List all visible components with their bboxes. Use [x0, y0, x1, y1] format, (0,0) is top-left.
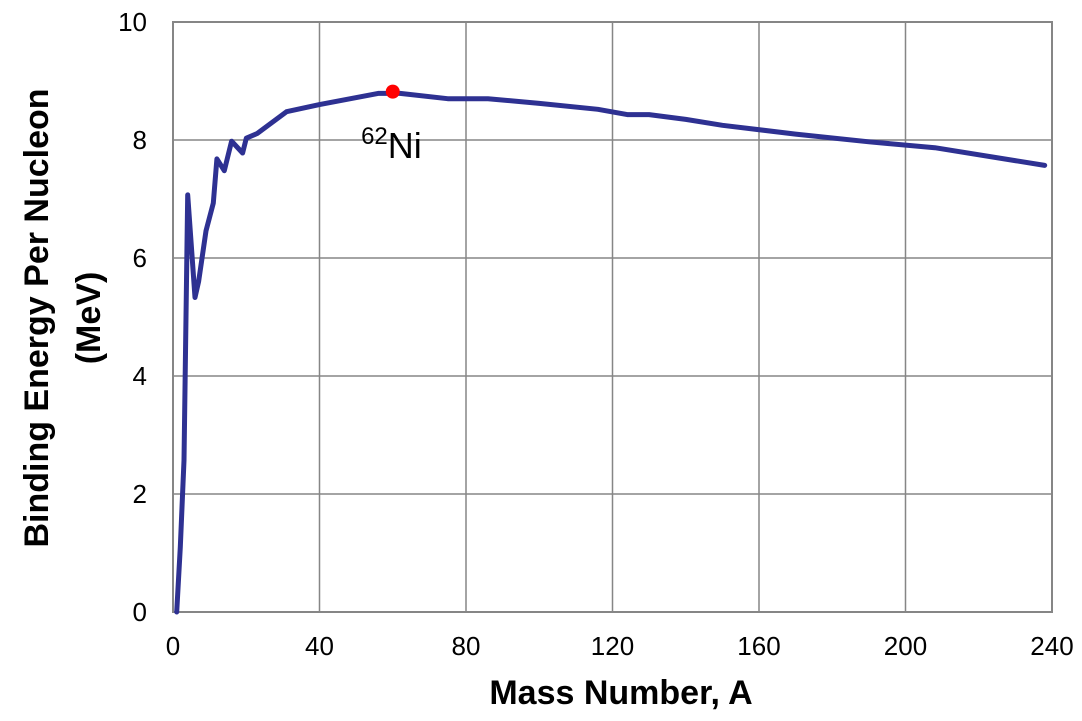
y-tick-label: 6: [133, 243, 147, 273]
x-axis-title: Mass Number, A: [489, 674, 752, 712]
ni62-annotation: 62Ni: [361, 123, 422, 166]
highlight-point-ni62: [385, 84, 400, 99]
y-axis-title-line2: (MeV): [70, 272, 108, 365]
series-line: [174, 90, 1048, 615]
y-tick-label: 4: [133, 361, 147, 391]
x-axis-ticks: 0 40 80 120 160 200 240: [166, 631, 1074, 661]
y-axis-ticks: 0 2 4 6 8 10: [118, 7, 147, 627]
annotation-superscript: 62: [361, 123, 388, 150]
plot-area-frame: [172, 21, 1053, 613]
x-tick-label: 200: [884, 631, 927, 661]
y-axis-title: Binding Energy Per Nucleon (MeV): [18, 88, 108, 547]
y-tick-label: 10: [118, 7, 147, 37]
x-tick-label: 80: [452, 631, 481, 661]
y-tick-label: 0: [133, 597, 147, 627]
y-tick-label: 2: [133, 479, 147, 509]
y-tick-label: 8: [133, 125, 147, 155]
x-tick-label: 120: [591, 631, 634, 661]
x-tick-label: 240: [1030, 631, 1073, 661]
x-tick-label: 160: [737, 631, 780, 661]
y-axis-title-line1: Binding Energy Per Nucleon: [18, 88, 56, 547]
x-tick-label: 0: [166, 631, 180, 661]
annotation-element: Ni: [388, 125, 422, 166]
x-tick-label: 40: [305, 631, 334, 661]
